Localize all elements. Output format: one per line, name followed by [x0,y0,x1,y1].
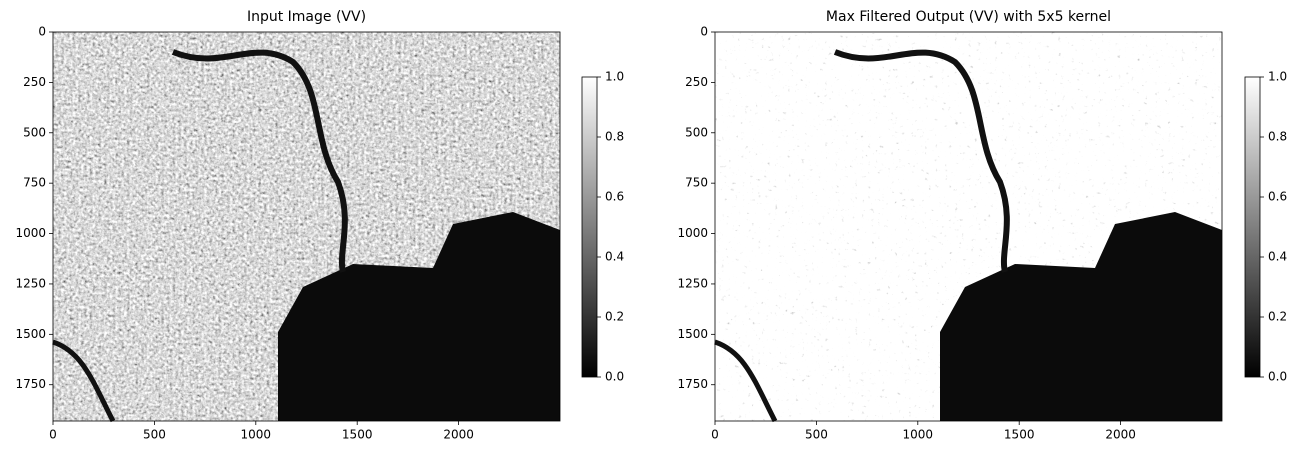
colorbar-tick-label: 0.4 [1268,250,1287,264]
colorbar-tick-label: 0.4 [605,250,624,264]
colorbar [1244,76,1261,378]
x-tick-label: 1500 [342,428,373,442]
y-tick-label: 1500 [677,327,708,341]
x-tick-label: 0 [49,428,57,442]
y-tick-label: 250 [685,75,708,89]
chart-title: Max Filtered Output (VV) with 5x5 kernel [826,9,1111,25]
y-tick-label: 0 [38,25,46,39]
colorbar-tick-label: 1.0 [605,70,624,84]
water [278,212,560,421]
x-tick-label: 2000 [1105,428,1136,442]
y-tick-label: 500 [685,125,708,139]
y-tick-label: 1500 [15,327,46,341]
axes-frame [714,31,1223,422]
river [52,339,116,423]
river [171,49,348,273]
chart-title: Input Image (VV) [247,9,366,25]
colorbar-tick-label: 0.8 [1268,130,1287,144]
y-tick-label: 750 [685,176,708,190]
y-tick-label: 1250 [677,276,708,290]
colorbar-tick-label: 0.2 [1268,310,1287,324]
x-tick-label: 1000 [241,428,272,442]
axes-frame [52,31,561,422]
colorbar [581,76,598,378]
y-tick-label: 1250 [15,276,46,290]
x-tick-label: 500 [143,428,166,442]
x-tick-label: 1500 [1004,428,1035,442]
colorbar-tick-label: 0.6 [1268,190,1287,204]
river [714,339,778,423]
colorbar-tick-label: 0.8 [605,130,624,144]
y-tick-label: 250 [23,75,46,89]
x-tick-label: 1000 [903,428,934,442]
y-tick-label: 0 [700,25,708,39]
y-tick-label: 1750 [677,377,708,391]
panel [714,32,1222,423]
x-tick-label: 2000 [443,428,474,442]
colorbar-tick-label: 0.6 [605,190,624,204]
colorbar-tick-label: 0.2 [605,310,624,324]
water [940,212,1222,421]
colorbar-tick-label: 0.0 [605,370,624,384]
x-tick-label: 0 [711,428,719,442]
y-tick-label: 1000 [15,226,46,240]
y-tick-label: 1750 [15,377,46,391]
panel [52,32,560,423]
x-tick-label: 500 [805,428,828,442]
y-tick-label: 1000 [677,226,708,240]
y-tick-label: 500 [23,125,46,139]
colorbar-tick-label: 0.0 [1268,370,1287,384]
colorbar-tick-label: 1.0 [1268,70,1287,84]
y-tick-label: 750 [23,176,46,190]
river [833,49,1010,273]
